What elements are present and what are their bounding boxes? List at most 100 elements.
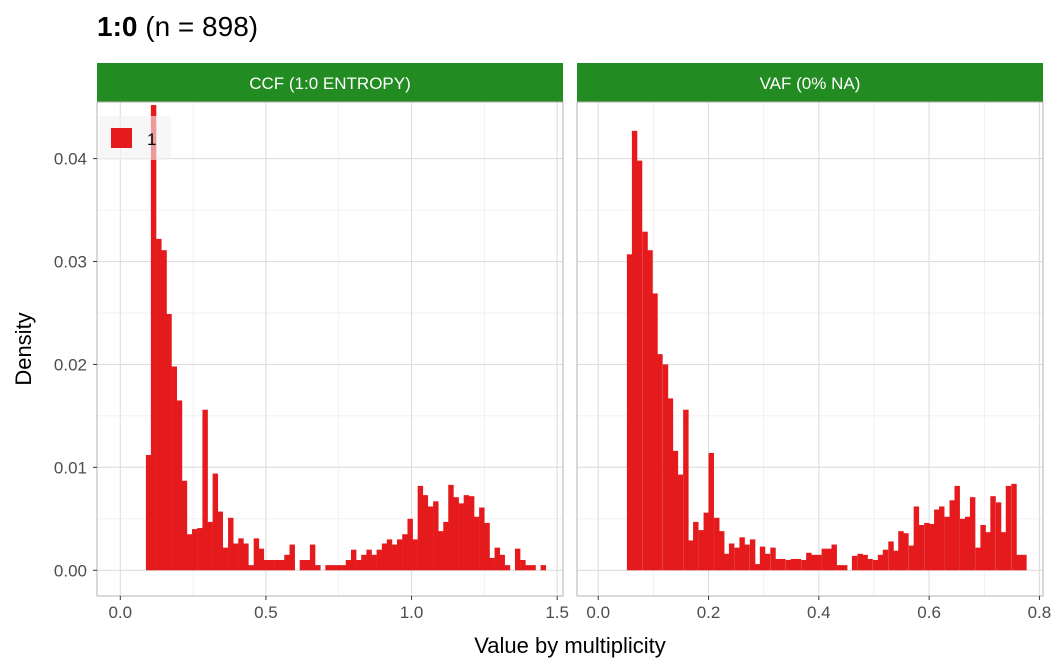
x-tick-label: 0.8	[1028, 603, 1052, 622]
histogram-bar	[703, 512, 709, 571]
histogram-bar	[468, 496, 475, 571]
legend-background	[99, 116, 171, 160]
histogram-bar	[698, 530, 705, 571]
histogram-bar	[929, 523, 935, 571]
y-tick-label: 0.00	[54, 561, 87, 580]
histogram-bar	[985, 532, 991, 571]
histogram-bar	[371, 554, 377, 571]
histogram-bar	[821, 548, 828, 571]
histogram-bar	[642, 231, 648, 571]
histogram-bar	[811, 554, 817, 571]
histogram-bar	[934, 509, 940, 571]
histogram-bar	[315, 565, 321, 571]
x-tick-label: 1.5	[545, 603, 569, 622]
histogram-bar	[944, 516, 950, 571]
panel-border	[576, 101, 1044, 597]
histogram-bar	[309, 544, 316, 571]
histogram-bar	[1021, 554, 1027, 571]
plot-title-bold: 1:0	[97, 11, 137, 42]
histogram-bar	[238, 538, 244, 571]
histogram-bar	[677, 474, 684, 571]
histogram-bar	[837, 565, 843, 571]
histogram-bar	[636, 160, 643, 571]
histogram-bar	[801, 559, 807, 571]
histogram-bar	[530, 565, 536, 571]
histogram-bar	[688, 540, 694, 571]
histogram-bar	[893, 550, 899, 571]
histogram-bar	[903, 533, 909, 571]
histogram-bar	[949, 500, 955, 571]
y-tick-label: 0.01	[54, 458, 87, 477]
histogram-bar	[212, 473, 219, 571]
histogram-bar	[790, 558, 797, 571]
histogram-bar	[759, 546, 766, 571]
histogram-bar	[898, 531, 904, 571]
histogram-bar	[857, 553, 863, 571]
histogram-bar	[672, 450, 679, 571]
histogram-bar	[913, 506, 920, 571]
histogram-bar	[1011, 483, 1017, 571]
histogram-bar	[473, 516, 480, 571]
plot-title: 1:0 (n = 898)	[97, 11, 258, 42]
histogram-bar	[882, 549, 889, 571]
histogram-bar	[969, 497, 976, 571]
histogram-bar	[964, 516, 971, 571]
histogram-bar	[289, 544, 295, 571]
histogram-bar	[719, 531, 725, 571]
histogram-bar	[723, 553, 730, 571]
histogram-bar	[520, 559, 526, 571]
histogram-bar	[248, 565, 254, 571]
histogram-bar	[918, 524, 925, 571]
y-tick-label: 0.02	[54, 355, 87, 374]
histogram-bar	[340, 565, 347, 571]
legend: 1	[99, 116, 171, 160]
histogram-bar	[350, 549, 357, 571]
histogram-bar	[714, 517, 720, 571]
histogram-bar	[877, 554, 884, 571]
histogram-bar	[417, 485, 424, 571]
histogram-bar	[243, 543, 249, 571]
histogram-bar	[274, 559, 280, 571]
histogram-bar	[207, 521, 213, 571]
histogram-bar	[960, 518, 966, 571]
histogram-bars	[626, 130, 1027, 571]
histogram-bar	[980, 524, 986, 571]
histogram-bar	[939, 506, 945, 571]
x-tick-label: 0.0	[108, 603, 132, 622]
histogram-bar	[253, 538, 260, 571]
histogram-bar	[484, 522, 490, 571]
histogram-bar	[335, 565, 341, 571]
histogram-bar	[171, 366, 177, 571]
histogram-bar	[396, 539, 403, 571]
histogram-bar	[458, 503, 465, 571]
histogram-bar	[356, 559, 362, 571]
histogram-bar	[443, 521, 449, 571]
histogram-bar	[263, 559, 270, 571]
x-tick-label: 0.4	[807, 603, 831, 622]
histogram-bar	[744, 544, 750, 571]
histogram-bar	[197, 528, 203, 571]
histogram-bar	[708, 452, 714, 571]
histogram-bar	[161, 250, 167, 571]
histogram-bar	[795, 558, 802, 571]
histogram-bar	[693, 521, 699, 571]
histogram-bar	[330, 565, 337, 571]
histogram-bar	[514, 548, 521, 571]
histogram-bar	[975, 547, 981, 571]
histogram-bar	[631, 130, 638, 571]
histogram-bar	[222, 547, 229, 571]
panel-1: CCF (1:0 ENTROPY) 0.0 0.5 1.0 1.5	[96, 63, 569, 622]
histogram-bar	[392, 544, 398, 571]
plot-title-rest: (n = 898)	[137, 11, 258, 42]
histogram-bar	[888, 541, 894, 571]
histogram-bar	[448, 484, 454, 571]
histogram-bar	[816, 554, 822, 571]
histogram-bar	[728, 543, 735, 571]
panel-strip-label: VAF (0% NA)	[760, 74, 861, 93]
histogram-bar	[525, 565, 531, 571]
x-tick-label: 0.6	[917, 603, 941, 622]
histogram-bar	[841, 565, 848, 571]
histogram-bar	[995, 502, 1002, 571]
histogram-bar	[361, 554, 367, 571]
